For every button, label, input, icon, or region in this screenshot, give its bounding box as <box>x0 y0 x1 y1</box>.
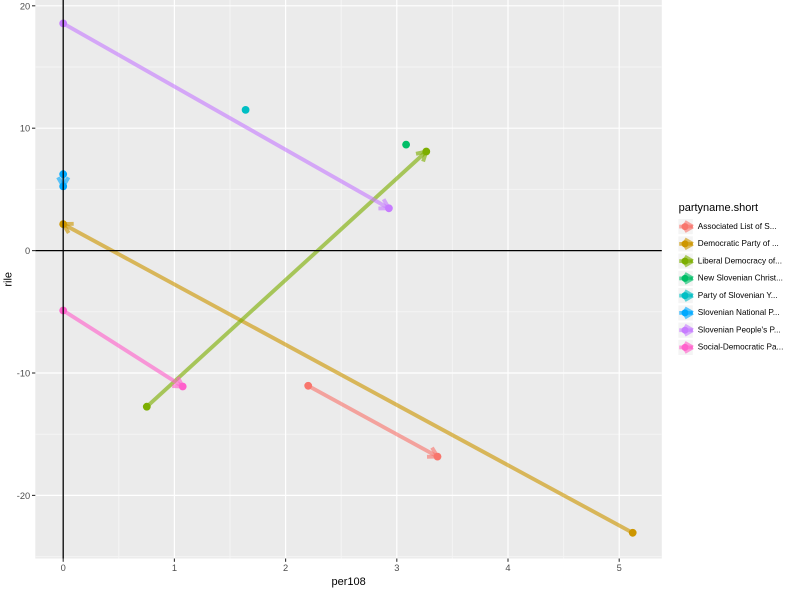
svg-text:-10: -10 <box>17 369 30 379</box>
svg-text:Social-Democratic Pa...: Social-Democratic Pa... <box>698 343 784 352</box>
svg-text:Slovenian People's P...: Slovenian People's P... <box>698 325 781 334</box>
svg-text:New Slovenian Christ...: New Slovenian Christ... <box>698 274 783 283</box>
svg-text:20: 20 <box>20 1 30 11</box>
svg-text:4: 4 <box>505 563 510 573</box>
svg-text:1: 1 <box>172 563 177 573</box>
svg-text:-20: -20 <box>17 491 30 501</box>
svg-text:Associated List of S...: Associated List of S... <box>698 222 777 231</box>
svg-text:3: 3 <box>394 563 399 573</box>
svg-text:Liberal Democracy of...: Liberal Democracy of... <box>698 256 782 265</box>
svg-text:10: 10 <box>20 124 30 134</box>
svg-text:Slovenian National P...: Slovenian National P... <box>698 308 780 317</box>
svg-text:0: 0 <box>61 563 66 573</box>
svg-text:Party of Slovenian Y...: Party of Slovenian Y... <box>698 291 778 300</box>
svg-text:per108: per108 <box>331 576 365 588</box>
svg-text:partyname.short: partyname.short <box>679 202 758 214</box>
svg-text:0: 0 <box>25 246 30 256</box>
svg-text:5: 5 <box>617 563 622 573</box>
svg-text:rile: rile <box>3 272 15 287</box>
svg-text:2: 2 <box>283 563 288 573</box>
svg-text:Democratic Party of ...: Democratic Party of ... <box>698 239 779 248</box>
